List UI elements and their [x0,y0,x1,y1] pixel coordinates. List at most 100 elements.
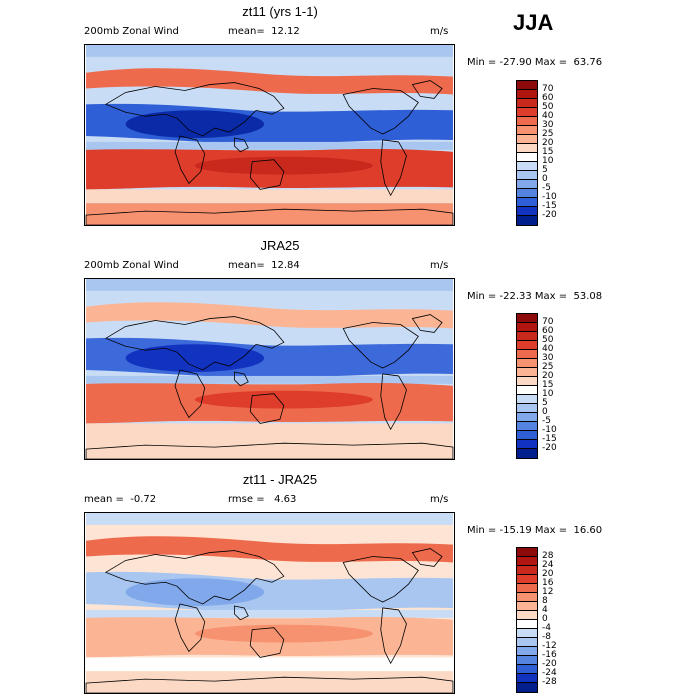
colorbar-tick-label: 5 [542,165,548,175]
colorbar-tick-label: -20 [542,659,557,669]
panel-3-title: zt11 - JRA25 [242,472,318,487]
colorbar-swatch [517,602,537,611]
colorbar-swatch [517,90,537,99]
colorbar-swatch [517,647,537,656]
panel-1-mean: mean= 12.12 [228,26,300,37]
colorbar-swatch [517,126,537,135]
panel-3-colorbar [516,547,538,693]
colorbar-tick-label: 10 [542,389,554,399]
colorbar-tick-label: 60 [542,326,554,336]
colorbar-tick-label: 25 [542,129,554,139]
panel-1-colorbar [516,80,538,226]
colorbar-swatch [517,99,537,108]
colorbar-swatch [517,135,537,144]
colorbar-tick-label: 4 [542,605,548,615]
map-svg [85,279,454,459]
panel-3-rmse: rmse = 4.63 [228,494,297,505]
colorbar-tick-label: 24 [542,560,554,570]
colorbar-tick-label: 30 [542,120,554,130]
panel-1-units: m/s [430,26,449,37]
colorbar-swatch [517,189,537,198]
colorbar-tick-label: 40 [542,111,554,121]
panel-1-map [84,44,455,226]
colorbar-tick-label: 50 [542,335,554,345]
colorbar-swatch [517,153,537,162]
panel-1-field-label: 200mb Zonal Wind [84,26,179,37]
panel-3-minmax: Min = -15.19 Max = 16.60 [467,525,603,536]
colorbar-tick-label: -4 [542,623,551,633]
colorbar-swatch [517,629,537,638]
colorbar-tick-label: 12 [542,587,554,597]
colorbar-swatch [517,575,537,584]
colorbar-swatch [517,144,537,153]
colorbar-tick-label: 0 [542,407,548,417]
map-svg [85,513,454,693]
colorbar-tick-label: -8 [542,632,551,642]
panel-2-mean: mean= 12.84 [228,260,300,271]
colorbar-tick-label: 28 [542,551,554,561]
panel-2-colorbar [516,313,538,459]
panel-2-map [84,278,455,460]
colorbar-swatch [517,665,537,674]
colorbar-swatch [517,566,537,575]
colorbar-tick-label: 20 [542,138,554,148]
panel-3-mean: mean = -0.72 [84,494,157,505]
panel-2-minmax: Min = -22.33 Max = 53.08 [467,291,603,302]
colorbar-swatch [517,341,537,350]
colorbar-swatch [517,638,537,647]
colorbar-swatch [517,557,537,566]
colorbar-tick-label: 15 [542,380,554,390]
colorbar-swatch [517,162,537,171]
colorbar-tick-label: 0 [542,614,548,624]
colorbar-swatch [517,207,537,216]
season-label: JJA [513,10,554,35]
colorbar-tick-label: 5 [542,398,548,408]
colorbar-swatch [517,117,537,126]
colorbar-swatch [517,198,537,207]
colorbar-swatch [517,108,537,117]
colorbar-tick-label: -15 [542,434,557,444]
colorbar-tick-label: 8 [542,596,548,606]
colorbar-swatch [517,440,537,449]
colorbar-tick-label: 16 [542,578,554,588]
colorbar-swatch [517,81,537,90]
colorbar-swatch [517,611,537,620]
colorbar-swatch [517,216,537,225]
colorbar-tick-label: 60 [542,93,554,103]
colorbar-tick-label: 20 [542,569,554,579]
colorbar-tick-label: 0 [542,174,548,184]
colorbar-swatch [517,332,537,341]
colorbar-swatch [517,422,537,431]
panel-2-units: m/s [430,260,449,271]
colorbar-tick-label: -15 [542,201,557,211]
colorbar-tick-label: -20 [542,443,557,453]
colorbar-swatch [517,413,537,422]
colorbar-swatch [517,674,537,683]
colorbar-swatch [517,449,537,458]
colorbar-swatch [517,386,537,395]
colorbar-tick-label: -12 [542,641,557,651]
colorbar-swatch [517,377,537,386]
colorbar-tick-label: 40 [542,344,554,354]
colorbar-swatch [517,548,537,557]
colorbar-swatch [517,395,537,404]
colorbar-swatch [517,368,537,377]
map-svg [85,45,454,225]
colorbar-tick-label: 15 [542,147,554,157]
colorbar-swatch [517,431,537,440]
colorbar-tick-label: 30 [542,353,554,363]
colorbar-tick-label: 70 [542,84,554,94]
colorbar-tick-label: 70 [542,317,554,327]
colorbar-tick-label: -28 [542,677,557,687]
colorbar-swatch [517,683,537,692]
colorbar-swatch [517,350,537,359]
colorbar-swatch [517,620,537,629]
panel-3-map [84,512,455,694]
colorbar-swatch [517,171,537,180]
colorbar-tick-label: -16 [542,650,557,660]
panel-1-minmax: Min = -27.90 Max = 63.76 [467,57,603,68]
colorbar-swatch [517,404,537,413]
colorbar-swatch [517,314,537,323]
colorbar-swatch [517,593,537,602]
colorbar-tick-label: 25 [542,362,554,372]
